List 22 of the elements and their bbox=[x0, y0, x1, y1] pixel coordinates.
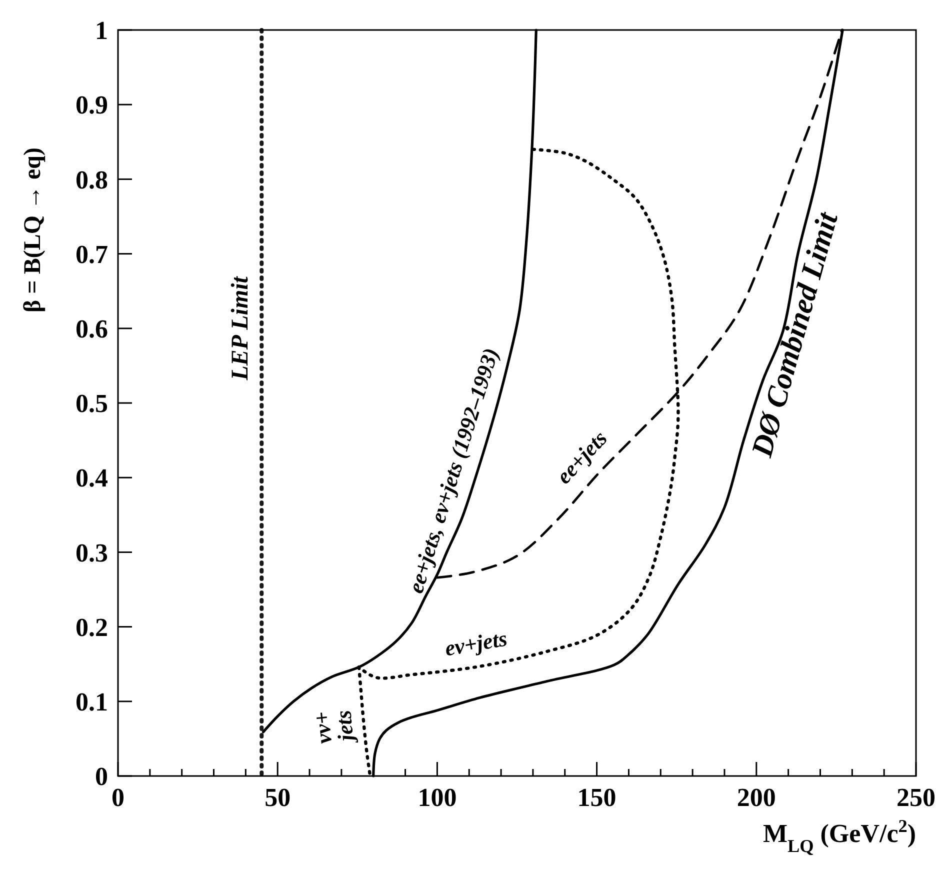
y-tick-label: 0.6 bbox=[76, 314, 108, 344]
x-axis-title: M$_{LQ}$ (GeV/c$^{2}$) bbox=[762, 816, 916, 856]
text: νν+ jets bbox=[308, 709, 359, 746]
y-axis-title: β = B(LQ → eq) bbox=[20, 148, 46, 312]
y-tick-label: 0.7 bbox=[76, 240, 108, 269]
y-tick-label: 0.4 bbox=[76, 464, 108, 493]
y-tick-label: 0.3 bbox=[76, 538, 108, 568]
x-tick-label: 100 bbox=[418, 783, 457, 812]
y-tick-label: 0.1 bbox=[76, 688, 108, 716]
y-tick-label: 0.5 bbox=[76, 389, 108, 418]
x-tick-label: 200 bbox=[736, 783, 776, 812]
x-tick-label: 250 bbox=[896, 783, 936, 812]
y-tick-label: 0.8 bbox=[76, 165, 108, 194]
text: DØ Combined Limit bbox=[745, 207, 845, 462]
y-tick-label: 1 bbox=[95, 16, 108, 46]
x-tick-label: 50 bbox=[264, 783, 291, 812]
x-tick-label: 150 bbox=[577, 783, 616, 812]
ref-line-label: LEP Limit bbox=[228, 275, 254, 382]
y-tick-label: 0 bbox=[95, 762, 108, 792]
text: eν+jets bbox=[443, 626, 509, 661]
y-tick-label: 0.9 bbox=[76, 90, 108, 120]
y-tick-label: 0.2 bbox=[76, 612, 108, 642]
